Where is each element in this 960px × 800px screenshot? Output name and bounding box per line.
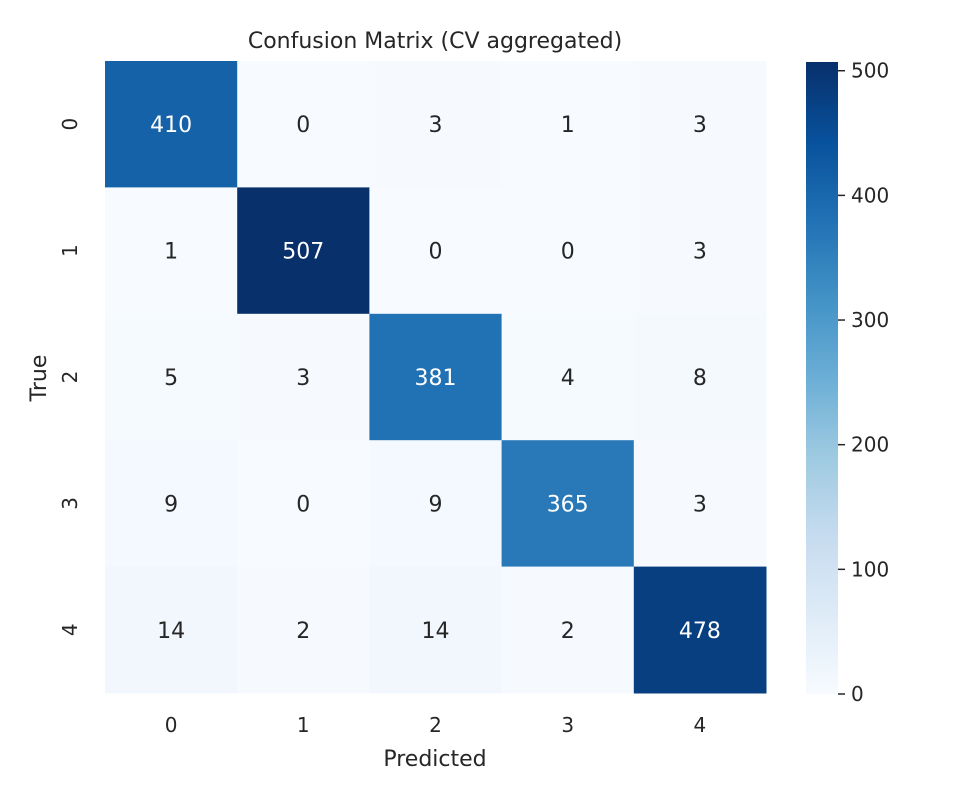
- heatmap-cell-r2-c3: [501, 313, 635, 441]
- heatmap-cell-r4-c3: [501, 566, 635, 694]
- x-tick-0: 0: [165, 713, 178, 737]
- cell-value-r3-c4: 3: [693, 492, 707, 517]
- cell-value-r2-c4: 8: [693, 366, 707, 391]
- heatmap-cell-r2-c1: [237, 313, 370, 441]
- heatmap-cell-r3-c2: [369, 440, 503, 568]
- heatmap-cell-r2-c2: [369, 313, 503, 441]
- heatmap-cell-r0-c2: [369, 61, 503, 188]
- heatmap-cell-r3-c0: [105, 440, 238, 568]
- colorbar-tick-label-200: 200: [851, 433, 889, 457]
- colorbar-tick-label-400: 400: [851, 183, 889, 207]
- cell-value-r3-c0: 9: [164, 492, 178, 517]
- cell-value-r4-c1: 2: [296, 619, 310, 644]
- chart-title: Confusion Matrix (CV aggregated): [248, 29, 622, 54]
- x-tick-4: 4: [694, 713, 707, 737]
- cell-value-r1-c0: 1: [164, 240, 178, 265]
- cell-value-r3-c2: 9: [429, 492, 443, 517]
- cell-value-r4-c3: 2: [561, 619, 575, 644]
- y-tick-0: 0: [58, 118, 82, 131]
- cell-value-r0-c3: 1: [561, 113, 575, 138]
- heatmap-cell-r1-c0: [105, 187, 238, 315]
- colorbar-tick-label-300: 300: [851, 308, 889, 332]
- x-tick-1: 1: [297, 713, 310, 737]
- y-axis-label: True: [27, 355, 52, 403]
- x-tick-labels: 0 1 2 3 4: [165, 713, 707, 737]
- heatmap-cell-r0-c4: [633, 61, 767, 188]
- heatmap-cell-r0-c1: [237, 61, 370, 188]
- heatmap-cell-r2-c0: [105, 313, 238, 441]
- heatmap-cell-r4-c1: [237, 566, 370, 694]
- heatmap-cell-r3-c3: [501, 440, 635, 568]
- heatmap-cell-r3-c1: [237, 440, 370, 568]
- x-axis-label: Predicted: [383, 747, 486, 772]
- heatmap-cell-r0-c0: [105, 61, 238, 188]
- x-tick-3: 3: [561, 713, 574, 737]
- cell-value-r0-c2: 3: [429, 113, 443, 138]
- cell-value-r1-c2: 0: [429, 240, 443, 265]
- heatmap-cell-r0-c3: [501, 61, 635, 188]
- heatmap-cell-r4-c2: [369, 566, 503, 694]
- y-tick-1: 1: [58, 244, 82, 257]
- heatmap-cell-r3-c4: [633, 440, 767, 568]
- colorbar: [806, 62, 838, 694]
- colorbar-ticks: 0 100 200 300 400 500: [838, 59, 889, 706]
- cell-value-r4-c0: 14: [157, 619, 185, 644]
- cell-value-r1-c1: 507: [282, 240, 324, 265]
- heatmap-cell-r4-c0: [105, 566, 238, 694]
- heatmap-cell-r1-c3: [501, 187, 635, 315]
- heatmap-cell-r1-c4: [633, 187, 767, 315]
- cell-value-r3-c1: 0: [296, 492, 310, 517]
- colorbar-tick-label-100: 100: [851, 557, 889, 581]
- cell-value-r2-c1: 3: [296, 366, 310, 391]
- cell-value-r4-c2: 14: [422, 619, 450, 644]
- cell-value-r1-c4: 3: [693, 240, 707, 265]
- y-tick-4: 4: [58, 623, 82, 636]
- cell-value-r0-c1: 0: [296, 113, 310, 138]
- heatmap-cells: [105, 61, 767, 694]
- cell-value-r0-c0: 410: [150, 113, 192, 138]
- heatmap-cell-labels: 410 0 3 1 3 1 507 0 0 3 5 3 381 4 8 9 0 9 365 3 14 2 14 2 478: [150, 113, 721, 644]
- cell-value-r2-c3: 4: [561, 366, 575, 391]
- cell-value-r2-c2: 381: [415, 366, 457, 391]
- cell-value-r2-c0: 5: [164, 366, 178, 391]
- cell-value-r0-c4: 3: [693, 113, 707, 138]
- cell-value-r1-c3: 0: [561, 240, 575, 265]
- heatmap-cell-r1-c2: [369, 187, 503, 315]
- heatmap-cell-r2-c4: [633, 313, 767, 441]
- x-tick-2: 2: [429, 713, 442, 737]
- heatmap-cell-r4-c4: [633, 566, 767, 694]
- heatmap-cell-r1-c1: [237, 187, 370, 315]
- colorbar-tick-label-0: 0: [851, 682, 864, 706]
- cell-value-r3-c3: 365: [547, 492, 589, 517]
- cell-value-r4-c4: 478: [679, 619, 721, 644]
- y-tick-labels: 0 1 2 3 4: [58, 118, 82, 636]
- colorbar-tick-label-500: 500: [851, 59, 889, 83]
- y-tick-3: 3: [58, 497, 82, 510]
- y-tick-2: 2: [58, 371, 82, 384]
